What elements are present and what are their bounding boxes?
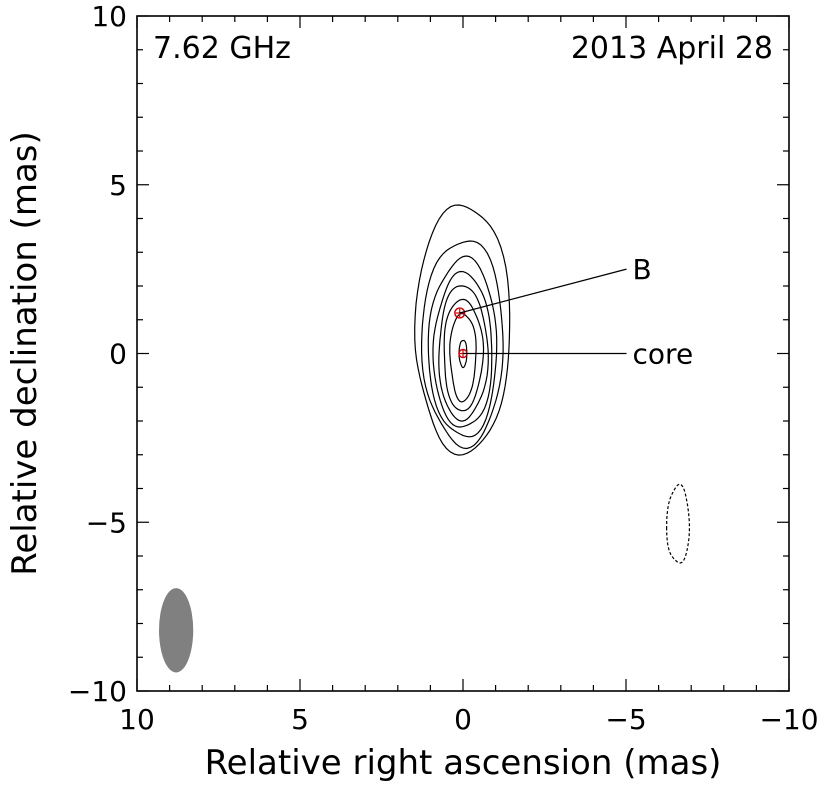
ticks-layer <box>136 15 790 692</box>
contour-level-1 <box>414 204 511 456</box>
beam-ellipse <box>159 588 194 673</box>
x-tick-label: −10 <box>759 703 818 736</box>
x-tick-label: −5 <box>605 703 646 736</box>
x-tick-label: 5 <box>291 703 309 736</box>
y-tick-label: 10 <box>91 0 127 33</box>
contour-level-6 <box>443 298 485 412</box>
contour-level-4 <box>432 270 493 428</box>
contour-level-5 <box>438 285 489 422</box>
contour-level-3 <box>427 255 498 438</box>
y-tick-label: −10 <box>68 675 127 708</box>
contour-level-9 <box>665 483 691 564</box>
date-label: 2013 April 28 <box>571 31 773 66</box>
y-tick-label: 5 <box>109 169 127 202</box>
beam-layer <box>159 588 194 673</box>
x-tick-label: 10 <box>119 703 155 736</box>
component-core-label: core <box>633 338 694 371</box>
y-tick-label: −5 <box>86 506 127 539</box>
x-axis-label: Relative right ascension (mas) <box>205 743 722 783</box>
x-tick-label: 0 <box>454 703 472 736</box>
component-B-marker <box>454 307 466 319</box>
y-tick-label: 0 <box>109 338 127 371</box>
contour-level-2 <box>421 240 504 450</box>
y-axis-label: Relative declination (mas) <box>5 131 45 576</box>
contours-layer <box>414 204 691 564</box>
frequency-label: 7.62 GHz <box>153 31 291 66</box>
component-B-leader-line <box>459 268 627 314</box>
component-B-label: B <box>633 253 652 286</box>
